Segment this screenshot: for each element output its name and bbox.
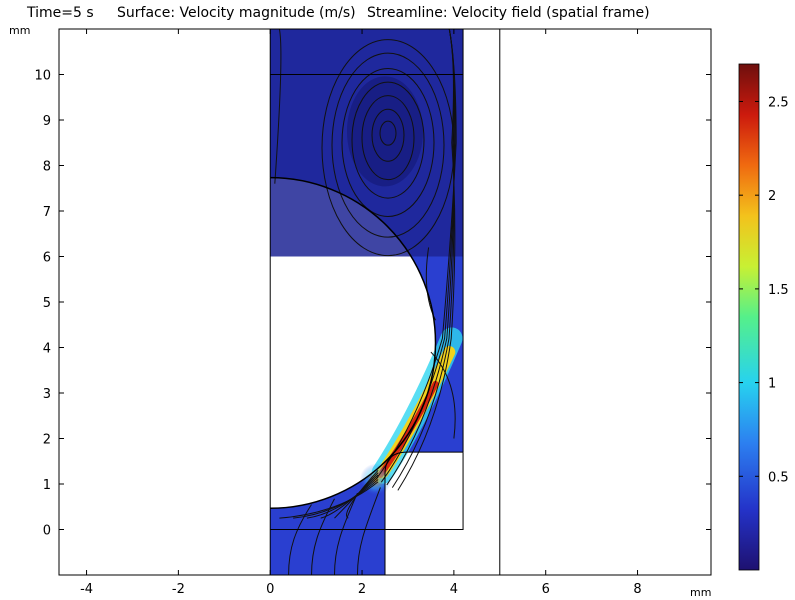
y-tick-label: 6 — [43, 251, 51, 266]
x-tick-label: 6 — [542, 582, 550, 597]
x-tick-label: 0 — [266, 582, 274, 597]
y-tick-label: 2 — [43, 433, 51, 448]
streamline — [293, 479, 379, 519]
colorbar-tick-label: 2.5 — [768, 95, 789, 110]
streamline — [346, 470, 379, 519]
geometry-outline — [269, 29, 501, 575]
jet-core — [377, 380, 439, 478]
x-tick-label: -2 — [172, 582, 185, 597]
sphere-outline — [270, 176, 437, 509]
y-tick-label: 7 — [43, 205, 51, 220]
title-surface: Surface: Velocity magnitude (m/s) — [117, 5, 356, 21]
y-tick-label: 8 — [43, 160, 51, 175]
ledge-outline — [384, 451, 464, 575]
streamline — [334, 472, 379, 519]
x-tick-label: 2 — [358, 582, 366, 597]
colorbar-tick-label: 0.5 — [768, 470, 789, 485]
vortex-core — [347, 76, 423, 187]
x-unit-label: mm — [690, 586, 711, 599]
y-tick-label: 0 — [43, 524, 51, 539]
streamline — [430, 351, 456, 439]
streamline — [279, 481, 379, 519]
y-tick-label: 10 — [34, 69, 51, 84]
x-tick-label: -4 — [80, 582, 93, 597]
streamline — [397, 29, 456, 491]
vortex-streamline — [379, 120, 397, 146]
y-tick-label: 1 — [43, 478, 51, 493]
streamline — [333, 492, 358, 575]
vortex-streamline — [331, 52, 445, 238]
vortex-streamline — [321, 39, 455, 257]
streamline — [274, 29, 282, 184]
colorbar — [738, 63, 760, 571]
colorbar-tick-label: 1 — [768, 377, 776, 392]
y-tick-label: 4 — [43, 342, 51, 357]
colorbar-tick-label: 1.5 — [768, 283, 789, 298]
streamlines — [274, 29, 457, 575]
y-tick-label: 5 — [43, 296, 51, 311]
vortex-streamline — [371, 108, 405, 162]
streamline — [356, 487, 381, 575]
colorbar-ticks: 0.5 1 1.5 2 2.5 — [739, 95, 789, 485]
colorbar-tick-label: 2 — [768, 189, 776, 204]
x-tick-label: 8 — [633, 582, 641, 597]
title-time: Time=5 s — [27, 5, 94, 21]
y-unit-label: mm — [9, 24, 30, 37]
y-tick-label: 9 — [43, 114, 51, 129]
velocity-field — [270, 29, 464, 575]
y-tick-label: 3 — [43, 387, 51, 402]
vortex-streamline — [341, 67, 435, 217]
x-tick-label: 4 — [450, 582, 458, 597]
vortex-streamline — [351, 81, 425, 199]
title-streamline: Streamline: Velocity field (spatial fram… — [367, 5, 650, 21]
vortex-streamline — [361, 95, 415, 181]
axis-ticks: -4 -2 0 2 4 6 8 0 1 2 3 4 5 6 7 8 9 10 — [34, 29, 711, 597]
streamline — [288, 504, 312, 575]
streamline — [320, 474, 379, 519]
solid-block-outline — [270, 452, 464, 530]
streamline — [306, 476, 379, 519]
